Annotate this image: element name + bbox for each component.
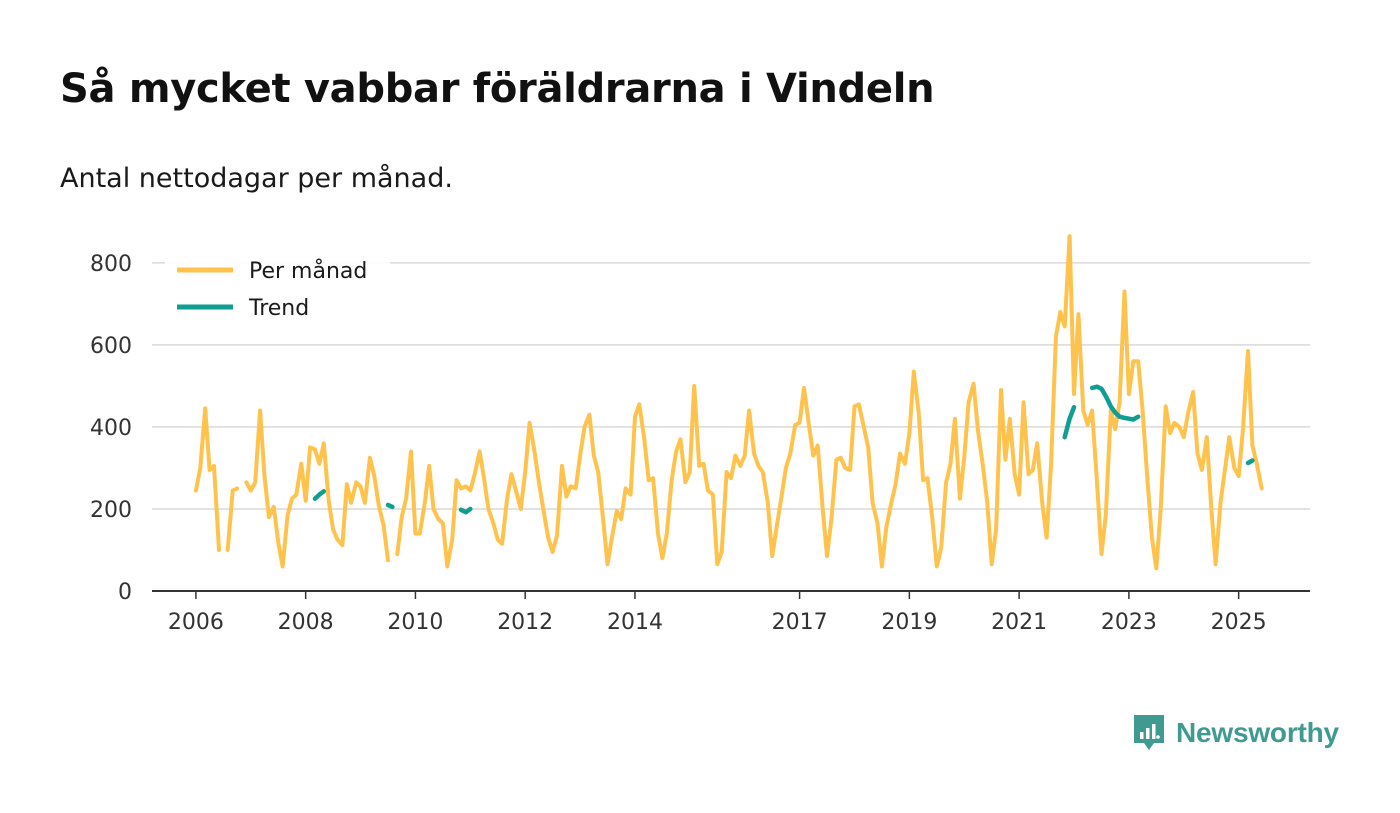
x-tick-label: 2008 [278, 610, 334, 635]
series-line-per-manad [225, 486, 240, 552]
x-tick-label: 2017 [772, 610, 828, 635]
legend-label-per-manad: Per månad [249, 258, 367, 284]
brand-name: Newsworthy [1176, 717, 1339, 748]
series-line-trend [312, 489, 327, 501]
x-tick-label: 2006 [168, 610, 224, 635]
series-line-per-manad [193, 406, 221, 552]
x-tick-label: 2010 [387, 610, 443, 635]
x-tick-label: 2012 [497, 610, 553, 635]
x-tick-label: 2019 [881, 610, 937, 635]
x-tick-label: 2021 [991, 610, 1047, 635]
chart-subtitle: Antal nettodagar per månad. [60, 163, 453, 194]
series-line-trend [1089, 384, 1141, 422]
y-tick-label: 0 [118, 580, 132, 605]
x-tick-label: 2014 [607, 610, 663, 635]
y-tick-label: 200 [90, 498, 132, 523]
y-axis-ticks: 0 200 400 600 800 [90, 252, 132, 605]
series-line-trend [385, 502, 395, 510]
legend-label-trend: Trend [248, 296, 309, 321]
x-tick-label: 2023 [1101, 610, 1157, 635]
x-tick-label: 2025 [1211, 610, 1267, 635]
series-line-trend [1062, 404, 1077, 440]
series-line-per-manad [395, 234, 1264, 571]
series-line-trend [1245, 458, 1255, 466]
y-tick-label: 800 [90, 252, 132, 277]
newsworthy-logo: Newsworthy [1132, 712, 1339, 754]
series-line-trend [458, 506, 473, 515]
legend: Per månad Trend [165, 255, 390, 335]
x-axis-ticks: 2006 2008 2010 2012 2014 2017 2019 2021 2023 2025 [168, 591, 1267, 635]
series-line-per-manad [244, 408, 390, 569]
chart-title: Så mycket vabbar föräldrarna i Vindeln [60, 66, 935, 112]
y-tick-label: 400 [90, 416, 132, 441]
y-tick-label: 600 [90, 334, 132, 359]
series-lines [193, 234, 1264, 571]
newsworthy-logo-icon [1134, 715, 1164, 750]
